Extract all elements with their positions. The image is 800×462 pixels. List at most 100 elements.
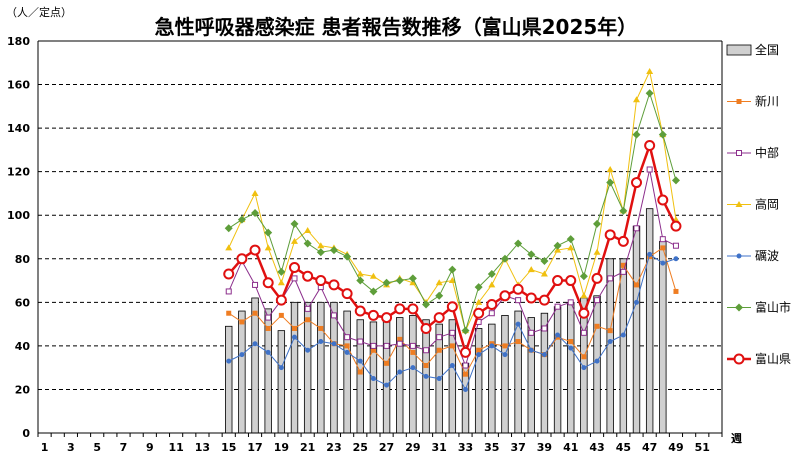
data-point xyxy=(369,272,377,279)
data-point xyxy=(487,270,496,279)
data-point xyxy=(303,239,312,248)
x-tick-label: 1 xyxy=(41,441,49,454)
bar xyxy=(317,301,325,434)
data-point xyxy=(341,288,353,300)
x-tick-label: 23 xyxy=(326,441,341,454)
y-tick-label: 20 xyxy=(15,383,31,396)
data-point xyxy=(225,244,233,251)
data-point xyxy=(486,299,498,311)
data-point xyxy=(292,325,297,331)
bars xyxy=(225,208,667,434)
legend-label: 富山県 xyxy=(755,351,791,366)
legend-item: 富山県 xyxy=(727,351,791,366)
x-tick-labels: 1 3 5 7 9 11 13 15 17 19 21 23 25 27 29 31 33 35 37 39 41 43 4… xyxy=(41,441,710,454)
x-tick-label: 47 xyxy=(642,441,657,454)
legend-marker xyxy=(736,99,742,104)
data-point xyxy=(278,312,284,318)
data-point xyxy=(541,352,547,358)
data-point xyxy=(488,310,495,317)
x-tick-label: 9 xyxy=(146,441,154,454)
data-point xyxy=(671,176,680,185)
bar xyxy=(645,208,654,434)
data-point xyxy=(604,229,616,241)
legend-marker xyxy=(736,150,742,156)
bar xyxy=(409,314,417,434)
x-tick-label: 43 xyxy=(589,441,604,454)
data-point xyxy=(541,325,548,332)
data-point xyxy=(619,206,628,215)
x-tick-label: 5 xyxy=(93,441,101,454)
x-tick-label: 17 xyxy=(247,441,262,454)
series-4 xyxy=(226,251,679,392)
data-point xyxy=(330,312,337,319)
data-point xyxy=(278,365,284,371)
data-point xyxy=(515,297,522,304)
bar xyxy=(659,240,667,434)
series-6 xyxy=(223,140,682,358)
data-point xyxy=(265,349,271,355)
data-point xyxy=(525,292,537,304)
data-point xyxy=(593,248,601,255)
bar xyxy=(396,317,404,434)
data-point xyxy=(318,339,324,345)
data-point xyxy=(370,342,377,349)
data-point xyxy=(606,165,614,172)
data-point xyxy=(620,262,626,268)
data-point xyxy=(633,96,640,103)
data-point xyxy=(527,250,536,259)
series-lines xyxy=(223,67,682,392)
y-tick-labels: 0 20 40 60 80 100 120 140 160 180 xyxy=(7,35,30,440)
y-tick-label: 80 xyxy=(15,253,31,266)
data-point xyxy=(395,276,404,285)
data-point xyxy=(634,282,639,288)
data-point xyxy=(407,303,419,315)
data-point xyxy=(318,325,324,331)
x-tick-label: 49 xyxy=(668,441,683,454)
data-point xyxy=(265,325,271,331)
data-point xyxy=(528,347,534,353)
x-tick-label: 29 xyxy=(405,441,420,454)
bar xyxy=(382,319,391,434)
data-point xyxy=(397,336,403,342)
bar xyxy=(343,310,351,434)
data-point xyxy=(226,310,232,316)
data-point xyxy=(460,346,471,358)
data-point xyxy=(644,140,656,152)
data-point xyxy=(555,332,561,338)
x-tick-label: 41 xyxy=(563,441,578,454)
y-tick-label: 120 xyxy=(7,166,30,179)
data-point xyxy=(304,305,311,312)
x-tick-label: 37 xyxy=(510,441,525,454)
data-point xyxy=(410,349,416,355)
y-tick-label: 100 xyxy=(7,209,30,222)
data-point xyxy=(277,267,286,276)
data-point xyxy=(252,281,259,288)
data-point xyxy=(252,341,258,347)
y-tick-label: 60 xyxy=(15,296,31,309)
data-point xyxy=(237,215,246,224)
y-tick-label: 0 xyxy=(22,427,30,440)
x-tick-label: 31 xyxy=(432,441,447,454)
data-point xyxy=(382,278,391,287)
x-tick-label: 51 xyxy=(695,441,710,454)
bar xyxy=(251,297,259,434)
data-point xyxy=(305,347,311,353)
data-point xyxy=(659,236,666,243)
data-point xyxy=(502,352,508,358)
data-point xyxy=(409,342,416,349)
x-tick-label: 45 xyxy=(616,441,631,454)
data-point xyxy=(369,287,378,296)
data-point xyxy=(515,339,521,345)
data-point xyxy=(423,347,430,354)
data-point xyxy=(463,386,468,392)
data-point xyxy=(226,358,232,364)
data-point xyxy=(660,260,666,266)
data-point xyxy=(225,288,232,295)
bar xyxy=(593,295,601,434)
axes xyxy=(37,40,723,437)
data-point xyxy=(449,362,455,368)
x-tick-label: 27 xyxy=(379,441,394,454)
legend-label: 新川 xyxy=(755,94,779,109)
data-point xyxy=(343,252,352,261)
